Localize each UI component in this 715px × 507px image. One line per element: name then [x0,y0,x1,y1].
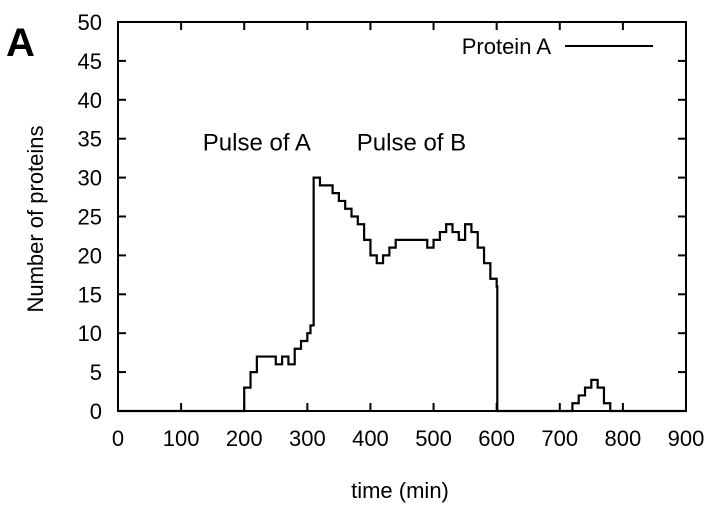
data-point [445,223,447,225]
data-point [319,184,321,186]
y-tick-label: 40 [78,88,102,113]
data-point [471,231,473,233]
y-tick-label: 25 [78,205,102,230]
data-point [382,255,384,257]
data-point [464,223,466,225]
data-point [597,387,599,389]
data-point [578,395,580,397]
y-tick-label: 45 [78,49,102,74]
data-point [313,177,315,179]
data-point [351,216,353,218]
y-tick-label: 5 [90,360,102,385]
x-tick-label: 900 [668,426,705,451]
y-tick-label: 20 [78,243,102,268]
data-point [489,278,491,280]
data-point [376,262,378,264]
data-point [401,239,403,241]
data-point [426,247,428,249]
y-tick-label: 10 [78,321,102,346]
annotation: Pulse of B [357,129,466,156]
data-point [306,332,308,334]
x-tick-label: 700 [541,426,578,451]
x-tick-label: 300 [289,426,326,451]
data-point [344,208,346,210]
x-tick-label: 100 [163,426,200,451]
data-point [363,239,365,241]
axis-ticks: 0 100 200 300 400 500 600 700 800 900 0 5 10 15 20 25 30… [78,10,705,451]
data-point [414,239,416,241]
data-point [420,239,422,241]
data-point [572,402,574,404]
x-tick-label: 600 [478,426,515,451]
x-tick-label: 500 [415,426,452,451]
data-point [395,239,397,241]
data-point [458,239,460,241]
data-point [357,223,359,225]
legend-label-protein-a: Protein A [462,34,552,59]
y-tick-label: 50 [78,10,102,35]
data-point [370,255,372,257]
data-point [332,192,334,194]
data-point [496,286,498,288]
data-point [250,371,252,373]
y-tick-label: 35 [78,127,102,152]
plot-frame [118,22,686,411]
svg-text:Number of proteins: Number of proteins [23,125,48,312]
y-tick-label: 15 [78,282,102,307]
data-point [477,247,479,249]
y-tick-label: 30 [78,166,102,191]
data-point [439,231,441,233]
annotation: Pulse of A [203,129,311,156]
data-point [452,231,454,233]
x-axis-label: time (min) [351,478,449,503]
y-axis-label: Number of proteins [23,125,48,312]
data-point [584,387,586,389]
data-point [256,356,258,358]
data-point [269,356,271,358]
data-point [294,348,296,350]
data-point [281,356,283,358]
data-point [338,200,340,202]
data-point [407,239,409,241]
legend: Protein A [462,34,653,59]
y-tick-label: 0 [90,399,102,424]
data-point [243,387,245,389]
data-point [603,402,605,404]
data-point [262,356,264,358]
data-point [310,325,312,327]
data-point [483,262,485,264]
data-point [325,184,327,186]
data-point [433,239,435,241]
x-tick-label: 200 [226,426,263,451]
data-point [300,340,302,342]
data-point [288,363,290,365]
data-point [275,363,277,365]
x-tick-label: 800 [605,426,642,451]
annotations: Pulse of A Pulse of B [203,129,466,156]
data-point [388,247,390,249]
x-tick-label: 400 [352,426,389,451]
series-line-protein-a [118,178,686,411]
data-point [590,379,592,381]
series-layer [117,177,687,412]
x-tick-label: 0 [112,426,124,451]
panel-letter: A [6,21,35,65]
